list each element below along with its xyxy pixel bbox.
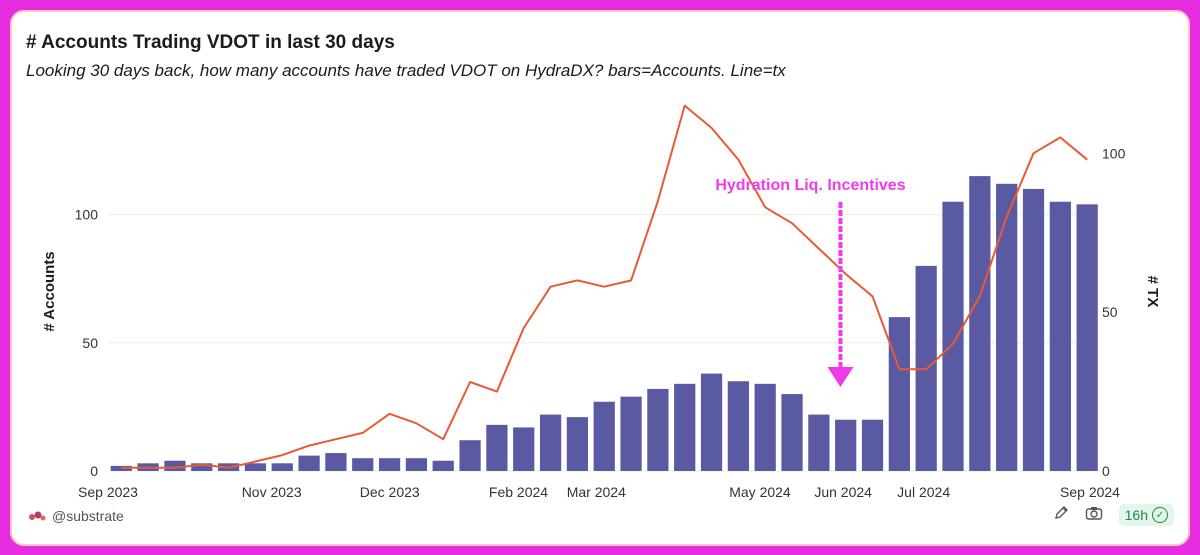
x-tick-label: Nov 2023 bbox=[242, 484, 302, 500]
edit-icon[interactable] bbox=[1053, 505, 1069, 525]
accounts-bar bbox=[191, 463, 213, 471]
x-tick-label: Dec 2023 bbox=[360, 484, 420, 500]
accounts-bar bbox=[781, 394, 803, 471]
annotation-arrow-head bbox=[827, 367, 854, 387]
accounts-bar bbox=[727, 381, 749, 471]
y-tick-label: 100 bbox=[75, 207, 99, 223]
y2-tick-label: 50 bbox=[1102, 304, 1118, 320]
accounts-bar bbox=[754, 383, 776, 471]
accounts-bar bbox=[674, 383, 696, 471]
verified-check-icon: ✓ bbox=[1152, 507, 1168, 523]
axis-layer: 0 50 100 0 50 100 Sep 2023 Nov 2023 Dec 2023 Feb … bbox=[41, 145, 1161, 500]
chart-card: # Accounts Trading VDOT in last 30 days … bbox=[10, 10, 1190, 546]
accounts-bar bbox=[164, 460, 186, 471]
author-name: @substrate bbox=[52, 508, 124, 524]
accounts-bar bbox=[405, 458, 428, 471]
x-tick-label: May 2024 bbox=[729, 484, 791, 500]
x-tick-label: Jul 2024 bbox=[897, 484, 950, 500]
x-tick-label: Sep 2023 bbox=[78, 484, 138, 500]
accounts-bar bbox=[513, 427, 535, 471]
y-tick-label: 0 bbox=[90, 463, 98, 479]
accounts-bar bbox=[110, 465, 132, 471]
accounts-bar bbox=[1076, 204, 1098, 472]
y2-tick-label: 100 bbox=[1102, 145, 1126, 161]
accounts-bar bbox=[459, 440, 481, 471]
refresh-badge[interactable]: 16h ✓ bbox=[1118, 504, 1174, 526]
x-tick-label: Feb 2024 bbox=[489, 484, 548, 500]
refresh-age: 16h bbox=[1124, 507, 1148, 523]
x-tick-label: Mar 2024 bbox=[567, 484, 626, 500]
accounts-bar bbox=[888, 317, 910, 471]
annotation-layer: Hydration Liq. Incentives bbox=[715, 177, 906, 387]
chart-title: # Accounts Trading VDOT in last 30 days bbox=[26, 32, 395, 53]
accounts-bar bbox=[352, 458, 374, 471]
y2-axis-label: # TX bbox=[1144, 276, 1161, 308]
accounts-bar bbox=[486, 424, 508, 471]
x-tick-label: Sep 2024 bbox=[1060, 484, 1120, 500]
annotation-label: Hydration Liq. Incentives bbox=[715, 177, 905, 194]
accounts-bar bbox=[378, 458, 401, 471]
accounts-bar bbox=[244, 463, 267, 471]
accounts-bar bbox=[566, 417, 589, 471]
bars-layer bbox=[110, 176, 1098, 472]
line-layer bbox=[121, 104, 1088, 469]
accounts-bar bbox=[942, 201, 964, 471]
accounts-bar bbox=[432, 460, 454, 471]
accounts-bar bbox=[861, 419, 884, 471]
substrate-logo-icon bbox=[29, 511, 46, 521]
chart-subtitle: Looking 30 days back, how many accounts … bbox=[26, 61, 786, 80]
accounts-bar bbox=[539, 414, 562, 471]
accounts-bar bbox=[1022, 188, 1045, 471]
accounts-bar bbox=[647, 388, 669, 471]
footer-actions: 16h ✓ bbox=[1053, 504, 1174, 526]
accounts-bar bbox=[271, 463, 293, 471]
accounts-bar bbox=[593, 401, 615, 471]
accounts-bar bbox=[996, 183, 1018, 472]
y2-tick-label: 0 bbox=[1102, 463, 1110, 479]
camera-icon[interactable] bbox=[1085, 505, 1103, 525]
x-tick-label: Jun 2024 bbox=[814, 484, 872, 500]
accounts-bar bbox=[969, 176, 991, 471]
accounts-bar bbox=[620, 396, 642, 471]
accounts-bar bbox=[325, 453, 347, 471]
accounts-bar bbox=[298, 455, 320, 471]
footer-author[interactable]: @substrate bbox=[28, 508, 124, 524]
accounts-bar bbox=[1049, 201, 1071, 471]
accounts-bar bbox=[700, 373, 723, 471]
tx-series-line bbox=[121, 104, 1088, 469]
accounts-bar bbox=[808, 414, 830, 471]
accounts-bar bbox=[835, 419, 857, 471]
y-axis-label: # Accounts bbox=[41, 251, 58, 331]
y-tick-label: 50 bbox=[82, 335, 98, 351]
chart-plot: 0 50 100 0 50 100 Sep 2023 Nov 2023 Dec 2023 Feb … bbox=[41, 104, 1161, 500]
